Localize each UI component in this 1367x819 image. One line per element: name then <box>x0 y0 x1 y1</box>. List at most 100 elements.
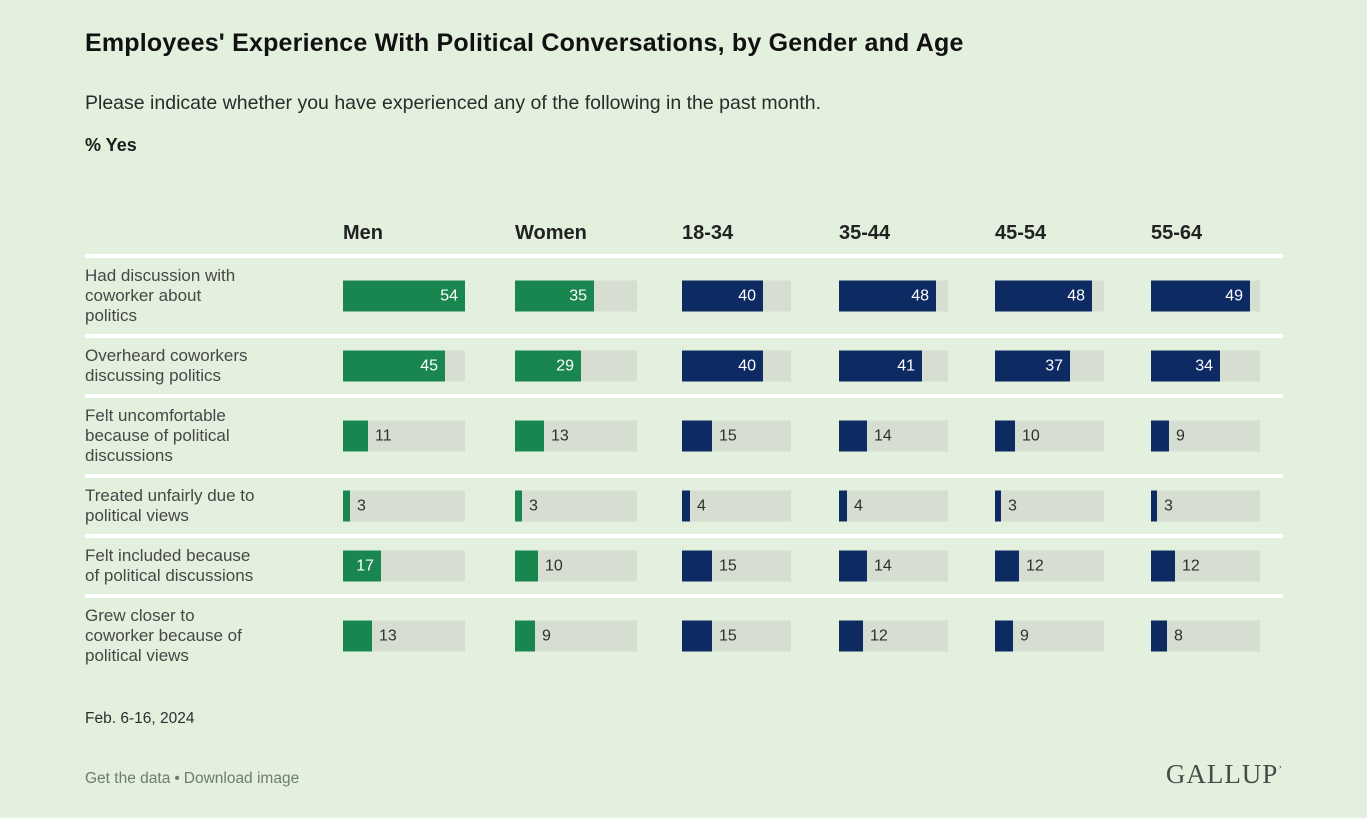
bar-track: 17 <box>343 550 465 582</box>
bar <box>515 280 594 312</box>
bar-track: 40 <box>682 350 791 382</box>
bar-track: 4 <box>839 490 948 522</box>
bar-track: 48 <box>995 280 1104 312</box>
bar-track: 45 <box>343 350 465 382</box>
row-label: Treated unfairly due to political views <box>85 486 255 525</box>
bar-value: 9 <box>1020 627 1029 645</box>
bar <box>1151 280 1250 312</box>
bar-track: 12 <box>995 550 1104 582</box>
bar <box>515 490 522 522</box>
chart-header: Men Women 18-34 35-44 45-54 55-64 <box>85 217 1283 258</box>
chart: Men Women 18-34 35-44 45-54 55-64 Had discuss… <box>85 217 1283 674</box>
bar-value: 49 <box>1225 287 1243 305</box>
column-header-women: Women <box>515 222 587 244</box>
bar-track: 34 <box>1151 350 1260 382</box>
bar-track: 40 <box>682 280 791 312</box>
bar <box>839 420 867 452</box>
bar-value: 29 <box>556 357 574 375</box>
bar <box>343 550 381 582</box>
bar-track: 13 <box>515 420 637 452</box>
bar-track: 3 <box>1151 490 1260 522</box>
bar-value: 3 <box>357 497 366 515</box>
bar-track: 12 <box>1151 550 1260 582</box>
bar <box>515 420 544 452</box>
unit-label: % Yes <box>85 135 137 155</box>
link-separator: • <box>174 770 180 787</box>
bar-track: 29 <box>515 350 637 382</box>
survey-date: Feb. 6-16, 2024 <box>85 710 195 727</box>
bar <box>682 350 763 382</box>
bar-value: 15 <box>719 557 737 575</box>
chart-body: Had discussion with coworker about polit… <box>85 258 1283 674</box>
bar-value: 40 <box>738 357 756 375</box>
bar <box>1151 420 1169 452</box>
bar-track: 9 <box>515 620 637 652</box>
get-the-data-link[interactable]: Get the data <box>85 770 171 787</box>
bar-track: 41 <box>839 350 948 382</box>
bar-value: 8 <box>1174 627 1183 645</box>
bar-value: 10 <box>1022 427 1040 445</box>
bar-value: 37 <box>1045 357 1063 375</box>
gallup-logo-trademark: ’ <box>1278 764 1283 776</box>
bar-track: 15 <box>682 620 791 652</box>
row-label: Grew closer to coworker because of polit… <box>85 606 242 665</box>
bar <box>515 620 535 652</box>
bar <box>839 490 847 522</box>
chart-subtitle: Please indicate whether you have experie… <box>85 92 822 114</box>
row-label: Felt included because of political discu… <box>85 546 254 585</box>
bar-track: 11 <box>343 420 465 452</box>
bar <box>682 490 690 522</box>
bar-track: 13 <box>343 620 465 652</box>
bar-track: 12 <box>839 620 948 652</box>
bar-value: 45 <box>420 357 438 375</box>
bar <box>1151 620 1167 652</box>
bar-track: 14 <box>839 420 948 452</box>
column-header-35-44: 35-44 <box>839 222 891 244</box>
bar <box>682 420 712 452</box>
row-label: Felt uncomfortable because of political … <box>85 406 230 465</box>
bar-value: 15 <box>719 627 737 645</box>
bar-track: 15 <box>682 550 791 582</box>
column-header-45-54: 45-54 <box>995 222 1047 244</box>
bar-track: 35 <box>515 280 637 312</box>
bar <box>515 550 538 582</box>
bar-track: 37 <box>995 350 1104 382</box>
bar <box>839 550 867 582</box>
bar-value: 4 <box>854 497 863 515</box>
bar-track: 54 <box>343 280 465 312</box>
footer-links: Get the data • Download image <box>85 769 299 788</box>
bar-value: 41 <box>897 357 915 375</box>
row-label: Overheard coworkers discussing politics <box>85 346 248 385</box>
bar-track: 8 <box>1151 620 1260 652</box>
bar <box>343 420 368 452</box>
bar-track: 10 <box>995 420 1104 452</box>
bar-track: 3 <box>995 490 1104 522</box>
bar-value: 3 <box>529 497 538 515</box>
row-label: Had discussion with coworker about polit… <box>85 266 236 325</box>
bar <box>995 550 1019 582</box>
bar <box>682 550 712 582</box>
bar-track: 9 <box>1151 420 1260 452</box>
bar <box>1151 550 1175 582</box>
bar-track: 3 <box>515 490 637 522</box>
bar <box>343 350 445 382</box>
bar <box>343 280 465 312</box>
bar-value: 9 <box>1176 427 1185 445</box>
bar <box>682 620 712 652</box>
chart-footer: Get the data • Download image GALLUP’ <box>85 761 1283 788</box>
bar-value: 35 <box>569 287 587 305</box>
bar <box>1151 350 1220 382</box>
chart-title: Employees' Experience With Political Con… <box>85 29 964 57</box>
chart-row: Felt included because of political discu… <box>85 538 1283 598</box>
bar <box>839 350 922 382</box>
bar <box>343 490 350 522</box>
bar-value: 15 <box>719 427 737 445</box>
bar <box>839 280 936 312</box>
bar-value: 13 <box>551 427 569 445</box>
bar <box>995 350 1070 382</box>
bar-track: 48 <box>839 280 948 312</box>
bar-track: 4 <box>682 490 791 522</box>
chart-row: Overheard coworkers discussing politics 4… <box>85 338 1283 398</box>
download-image-link[interactable]: Download image <box>183 770 300 787</box>
